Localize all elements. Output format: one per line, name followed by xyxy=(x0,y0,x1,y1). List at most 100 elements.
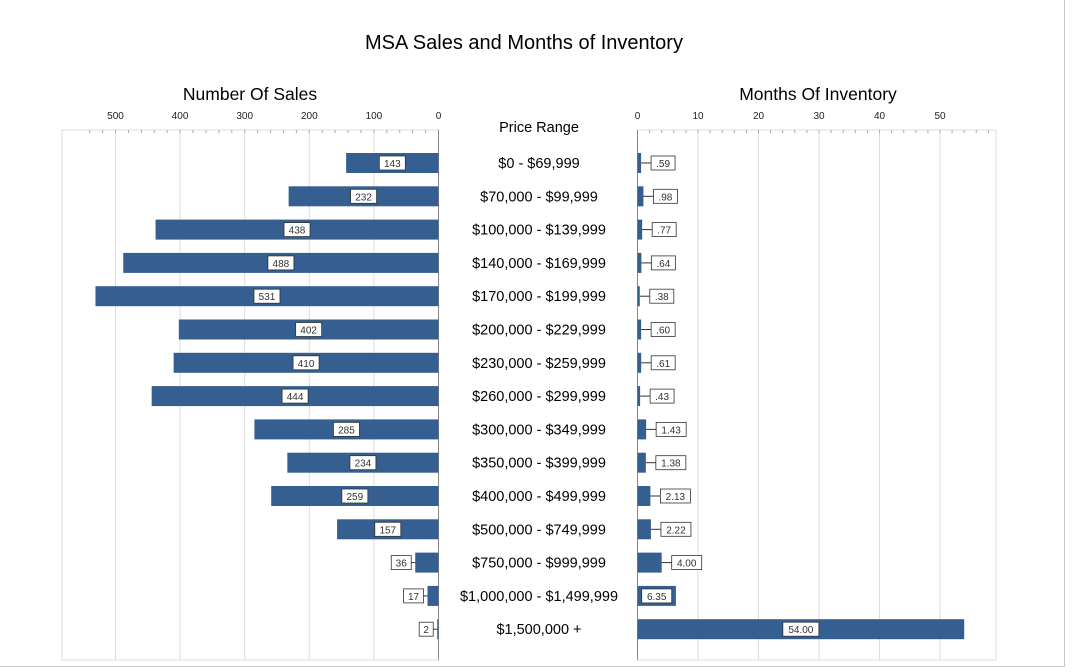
right-data-label: .61 xyxy=(656,359,670,370)
right-tick-label: 30 xyxy=(813,111,825,122)
right-label-box xyxy=(651,222,677,238)
right-data-label: 1.43 xyxy=(661,425,681,436)
left-tick-label: 100 xyxy=(366,111,383,122)
right-data-label: 4.00 xyxy=(677,559,697,570)
left-label-box xyxy=(253,288,281,304)
left-data-label: 234 xyxy=(355,459,372,470)
left-data-label: 2 xyxy=(423,625,429,636)
right-bar xyxy=(637,286,640,307)
category-label: $1,000,000 - $1,499,999 xyxy=(460,589,618,605)
right-bar xyxy=(637,219,643,240)
right-bar xyxy=(637,186,644,207)
category-label: $100,000 - $139,999 xyxy=(472,223,606,239)
right-bar xyxy=(637,419,647,440)
right-bar xyxy=(637,386,641,407)
left-label-box xyxy=(350,188,377,204)
right-plot-area xyxy=(637,129,997,661)
left-data-label: 488 xyxy=(273,259,290,270)
right-data-label: .98 xyxy=(658,192,672,203)
left-label-box xyxy=(295,322,323,337)
right-label-box xyxy=(782,621,820,637)
right-label-box xyxy=(660,521,692,537)
right-bar xyxy=(637,252,642,273)
category-label: $500,000 - $749,999 xyxy=(472,522,606,538)
right-data-label: 1.38 xyxy=(661,459,681,470)
right-bar xyxy=(637,552,662,573)
right-data-label: .59 xyxy=(656,159,670,170)
right-data-label: 2.22 xyxy=(666,525,686,536)
left-panel-title: Number Of Sales xyxy=(183,84,317,104)
right-bar xyxy=(637,352,642,373)
right-panel-title: Months Of Inventory xyxy=(739,84,897,104)
category-label: $0 - $69,999 xyxy=(498,156,579,172)
right-label-box xyxy=(650,355,676,371)
left-label-box xyxy=(341,488,369,504)
left-label-box xyxy=(333,421,360,437)
left-data-label: 157 xyxy=(379,525,396,536)
left-label-box xyxy=(349,455,377,471)
right-label-box xyxy=(659,488,691,504)
right-bar xyxy=(637,319,642,340)
right-bar xyxy=(637,153,642,173)
right-label-box xyxy=(655,455,687,471)
left-tick-label: 500 xyxy=(107,111,124,122)
right-label-box xyxy=(653,188,678,204)
left-tick-label: 0 xyxy=(436,111,442,122)
category-label: $140,000 - $169,999 xyxy=(472,256,606,272)
left-label-box xyxy=(267,255,295,271)
left-data-label: 410 xyxy=(298,359,315,370)
right-tick-label: 0 xyxy=(635,111,641,122)
right-label-box xyxy=(649,388,675,404)
left-bar xyxy=(415,552,439,573)
left-data-label: 402 xyxy=(300,326,317,337)
category-label: $1,500,000 + xyxy=(496,622,581,638)
left-data-label: 17 xyxy=(408,592,420,603)
left-data-label: 438 xyxy=(289,226,306,237)
right-data-label: 2.13 xyxy=(666,492,686,503)
category-label: $750,000 - $999,999 xyxy=(472,556,606,572)
left-tick-label: 300 xyxy=(236,111,253,122)
left-data-label: 531 xyxy=(259,292,276,303)
left-label-box xyxy=(281,388,309,404)
chart-title: MSA Sales and Months of Inventory xyxy=(365,32,683,54)
category-label: $400,000 - $499,999 xyxy=(472,489,606,505)
right-tick-label: 10 xyxy=(692,111,704,122)
right-label-box xyxy=(649,288,675,304)
left-tick-label: 200 xyxy=(301,111,318,122)
right-data-label: .77 xyxy=(657,226,671,237)
left-label-box xyxy=(390,555,412,570)
right-data-label: .64 xyxy=(656,259,670,270)
left-label-box xyxy=(292,355,320,371)
right-label-box xyxy=(650,155,676,171)
right-data-label: .38 xyxy=(655,292,669,303)
category-label: $350,000 - $399,999 xyxy=(472,456,606,472)
right-tick-label: 20 xyxy=(753,111,765,122)
right-bar xyxy=(637,519,651,540)
left-label-box xyxy=(378,155,406,171)
left-bar xyxy=(427,585,439,606)
left-label-box xyxy=(374,521,402,537)
left-data-label: 259 xyxy=(346,492,363,503)
category-label: $260,000 - $299,999 xyxy=(472,389,606,405)
left-label-box xyxy=(418,621,434,637)
left-tick-label: 400 xyxy=(172,111,189,122)
left-data-label: 444 xyxy=(287,392,304,403)
right-label-box xyxy=(650,255,676,271)
category-label: $300,000 - $349,999 xyxy=(472,422,606,438)
category-header: Price Range xyxy=(499,120,579,136)
category-label: $230,000 - $259,999 xyxy=(472,356,606,372)
left-data-label: 232 xyxy=(355,192,372,203)
left-data-label: 36 xyxy=(396,559,408,570)
right-tick-label: 40 xyxy=(874,111,886,122)
right-bar xyxy=(637,452,646,473)
category-label: $200,000 - $229,999 xyxy=(472,323,606,339)
right-label-box xyxy=(655,421,687,437)
right-tick-label: 50 xyxy=(934,111,946,122)
right-bar xyxy=(637,486,651,506)
right-data-label: 54.00 xyxy=(788,625,813,636)
right-label-box xyxy=(671,555,703,570)
left-data-label: 143 xyxy=(384,159,401,170)
category-label: $170,000 - $199,999 xyxy=(472,289,606,305)
